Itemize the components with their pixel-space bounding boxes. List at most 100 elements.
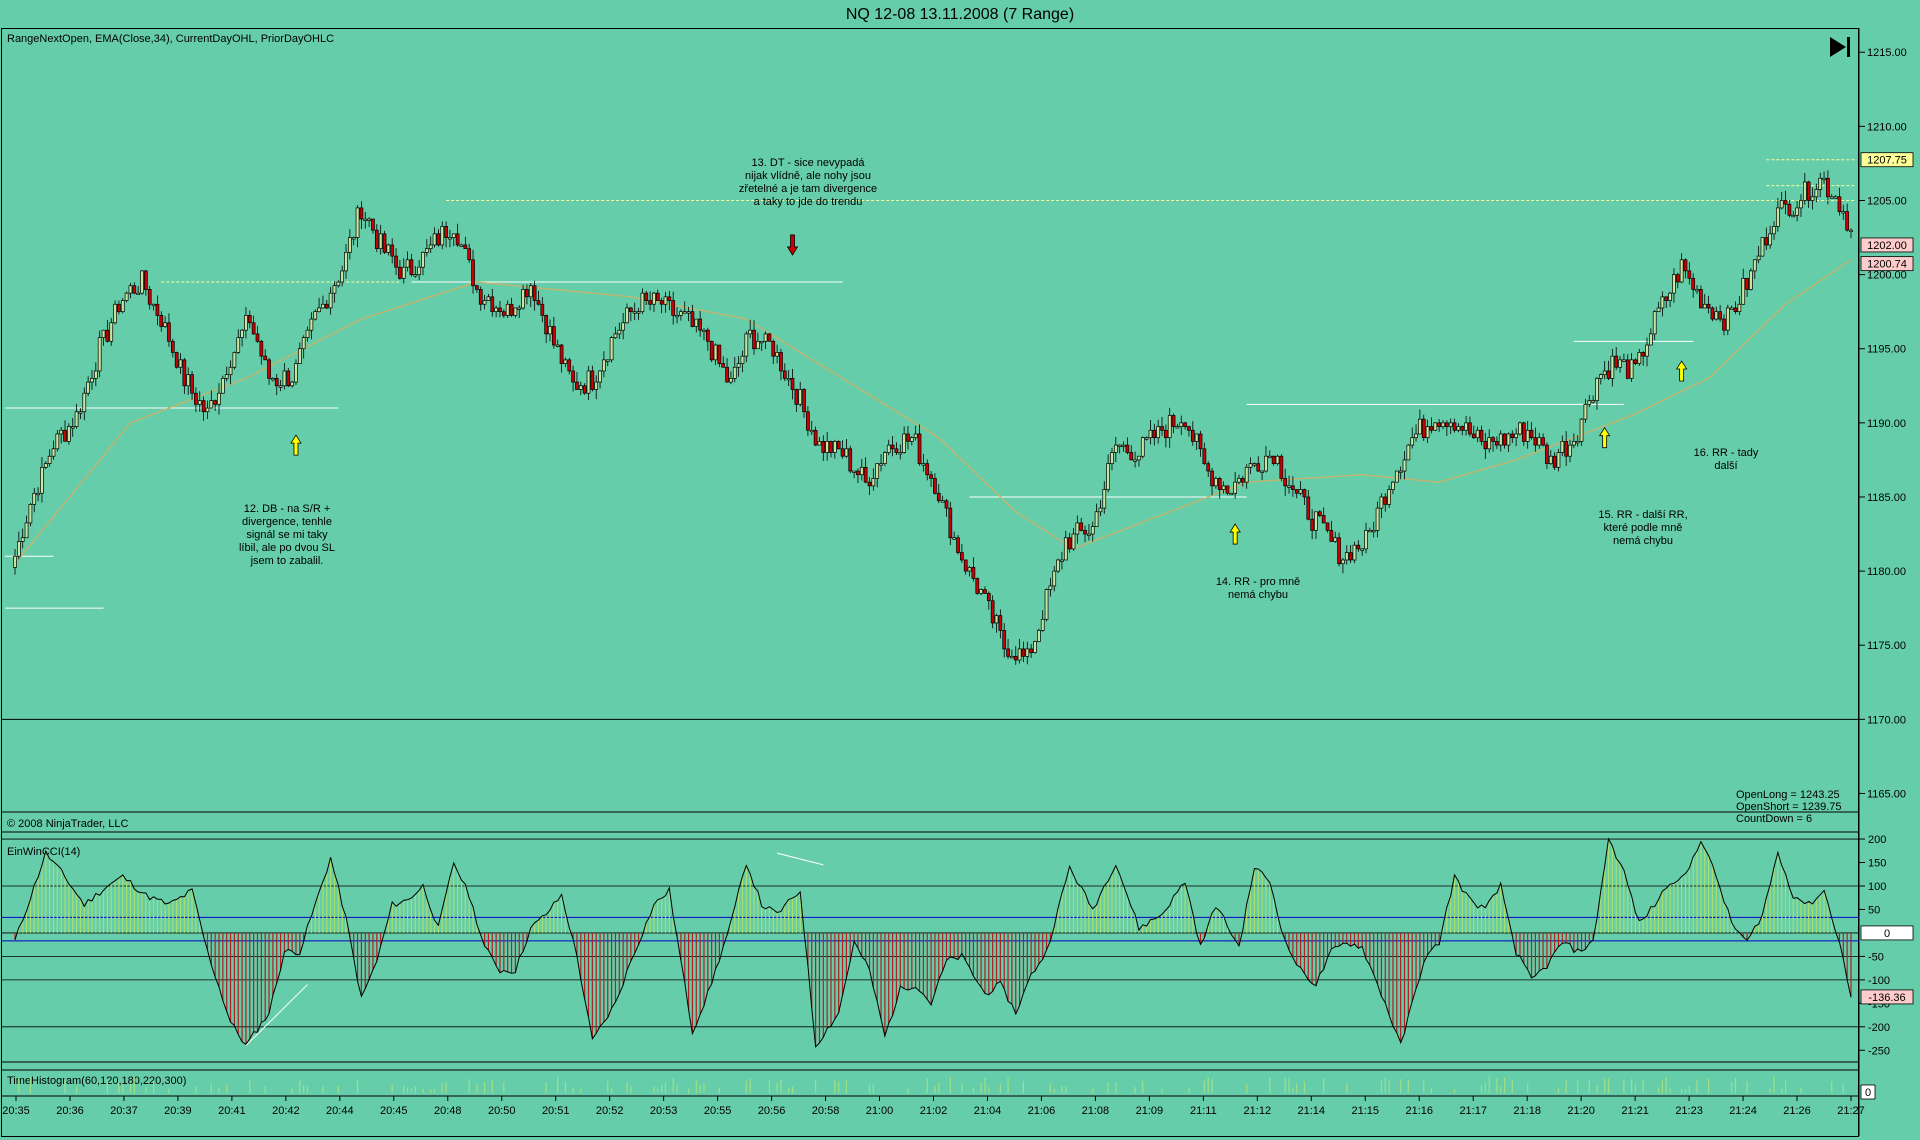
candle xyxy=(1387,485,1391,508)
candle-body xyxy=(1248,463,1253,468)
candle xyxy=(736,356,741,377)
candle xyxy=(170,338,175,358)
candle xyxy=(832,439,837,459)
candle-body xyxy=(867,481,872,487)
candle-body xyxy=(679,311,683,316)
scroll-to-end-button[interactable] xyxy=(1830,37,1850,57)
candle-body xyxy=(1171,415,1176,427)
cci-tag-label: 0 xyxy=(1884,928,1890,940)
candle xyxy=(859,458,864,481)
candle xyxy=(1391,480,1395,495)
candle xyxy=(451,233,456,247)
candle-body xyxy=(1575,441,1580,444)
candle-body xyxy=(952,537,957,540)
arrow-down-icon xyxy=(786,234,799,256)
candle-body xyxy=(740,355,745,364)
candle-body xyxy=(594,381,599,390)
candle xyxy=(1672,268,1676,303)
candle xyxy=(1795,200,1799,222)
cci-histogram xyxy=(14,837,1852,1048)
price-tick-label: 1200.00 xyxy=(1867,270,1907,282)
annotation-line: jsem to zabalil. xyxy=(250,555,324,567)
candle xyxy=(1575,435,1580,447)
candle xyxy=(124,291,129,303)
candle-body xyxy=(994,615,999,624)
candle xyxy=(1067,532,1072,553)
candle xyxy=(255,326,260,343)
candle xyxy=(197,391,202,412)
candle xyxy=(659,297,664,314)
candle xyxy=(1656,301,1661,313)
time-tick-label: 21:15 xyxy=(1351,1105,1379,1117)
candle-body xyxy=(871,478,876,487)
candle xyxy=(1502,433,1507,449)
candle-body xyxy=(675,315,679,318)
cci-line xyxy=(14,837,1852,1048)
candle xyxy=(1094,503,1099,527)
candle-body xyxy=(294,363,298,383)
candle xyxy=(575,372,579,390)
candle xyxy=(1425,419,1430,443)
candle-body xyxy=(455,233,460,246)
candle xyxy=(1460,425,1465,436)
candle-body xyxy=(732,366,737,379)
candle-body xyxy=(1102,489,1107,509)
indicators-label: RangeNextOpen, EMA(Close,34), CurrentDay… xyxy=(7,33,334,45)
candle-body xyxy=(51,448,56,457)
candle-body xyxy=(1583,403,1588,420)
candle-body xyxy=(1733,307,1738,313)
candle xyxy=(436,229,441,247)
candle-body xyxy=(1087,533,1091,536)
candle-body xyxy=(1752,259,1757,272)
candle xyxy=(1421,414,1426,441)
candle-body xyxy=(240,329,244,338)
candle xyxy=(1294,489,1299,499)
candle-body xyxy=(1718,311,1722,320)
price-tags: 1207.75 1202.00 1200.74 xyxy=(1860,152,1914,272)
candle-body xyxy=(779,352,783,372)
candle-body xyxy=(1260,470,1264,473)
candle xyxy=(663,291,668,313)
candle-body xyxy=(544,315,549,335)
candle-body xyxy=(1518,422,1522,435)
candle-body xyxy=(1233,481,1238,494)
candle xyxy=(228,360,233,385)
price-tick-label: 1205.00 xyxy=(1867,195,1907,207)
candle xyxy=(1510,430,1515,444)
candle-body xyxy=(1618,359,1622,368)
candle-body xyxy=(759,340,764,344)
candle-body xyxy=(1275,455,1280,464)
candle-body xyxy=(1210,470,1214,487)
candle-body xyxy=(1140,437,1145,457)
candle xyxy=(1660,291,1665,317)
candle-body xyxy=(43,463,48,468)
candle xyxy=(786,369,791,387)
candle-body xyxy=(1002,630,1007,650)
candle xyxy=(1264,446,1268,473)
price-axis: 1215.00 1210.00 1205.00 1200.00 1195.00 1190.… xyxy=(1859,47,1907,800)
candle-body xyxy=(852,470,856,473)
candle-body xyxy=(113,303,117,324)
candle xyxy=(559,343,564,373)
candle xyxy=(748,319,753,339)
candle xyxy=(201,396,206,421)
candle-body xyxy=(605,359,610,362)
candle-body xyxy=(255,333,260,342)
price-tag-box xyxy=(1860,237,1914,253)
candle-body xyxy=(363,218,368,221)
candle-body xyxy=(1818,177,1823,190)
candle xyxy=(1002,623,1007,658)
candle-body xyxy=(1668,292,1672,301)
candle-body xyxy=(979,589,983,594)
candle xyxy=(582,383,587,395)
candle xyxy=(324,299,329,310)
candle-body xyxy=(228,366,233,376)
candle xyxy=(1160,416,1164,436)
candle xyxy=(382,230,387,254)
candle-body xyxy=(521,289,525,309)
candle xyxy=(1606,360,1611,380)
time-tick-label: 20:37 xyxy=(110,1105,138,1117)
candle-body xyxy=(1764,237,1769,246)
candle xyxy=(517,305,522,318)
candle xyxy=(247,310,252,329)
